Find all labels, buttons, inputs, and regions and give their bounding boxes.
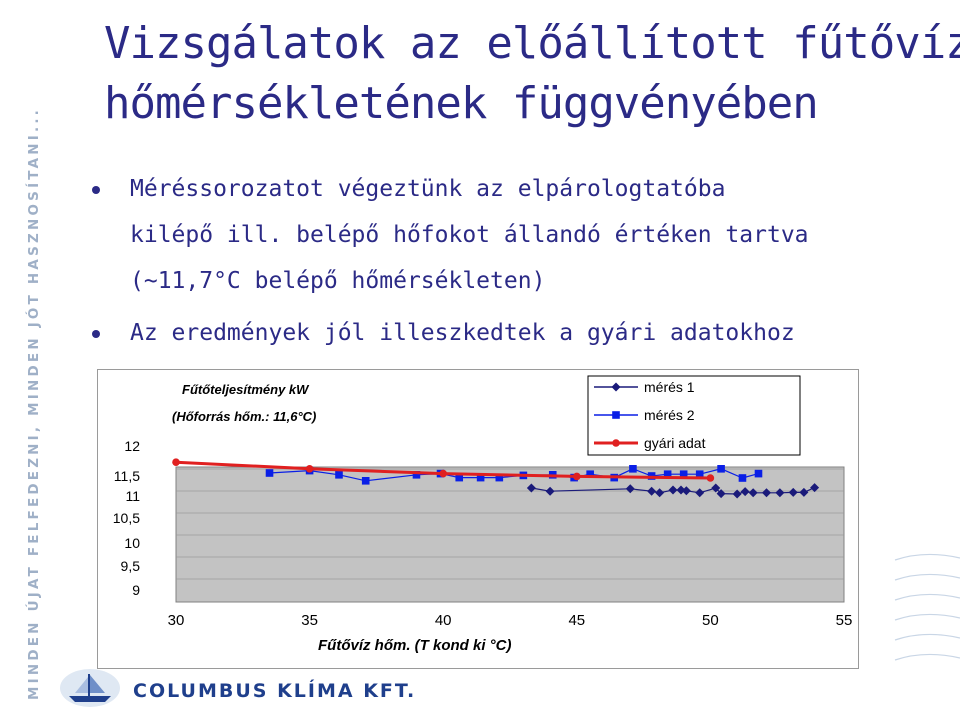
slide-title-line2: hőmérsékletének függvényében	[104, 78, 819, 129]
series-1-point-16	[775, 488, 785, 498]
x-tick-label-50: 50	[702, 612, 719, 629]
side-slogan: MINDEN ÚJAT FELFEDEZNI, MINDEN JÓT HASZN…	[26, 106, 42, 700]
bullet-1-line-3: (~11,7°C belépő hőmérsékleten)	[130, 268, 546, 294]
series-1-point-9	[695, 488, 705, 498]
x-tick-label-35: 35	[301, 612, 318, 629]
x-tick-label-55: 55	[836, 612, 853, 629]
series-2-point-19	[695, 470, 704, 478]
bullet-dot-icon	[92, 186, 100, 194]
series-3-point-1	[172, 458, 180, 466]
series-1-point-15	[762, 488, 772, 498]
y-tick-label-9: 9	[132, 582, 140, 598]
series-1-point-10	[711, 483, 721, 493]
chart-title: Fűtőteljesítmény kW	[182, 382, 310, 397]
series-2-point-1	[265, 469, 274, 477]
series-1-point-6	[668, 485, 678, 495]
x-tick-label-45: 45	[568, 612, 585, 629]
x-axis-label: Fűtővíz hőm. (T kond ki °C)	[318, 637, 511, 654]
y-tick-label-9-5: 9,5	[121, 558, 141, 574]
series-1-point-19	[810, 483, 820, 493]
series-2-point-8	[476, 473, 485, 482]
series-1-point-12	[732, 489, 742, 499]
bullet-2-line-1: Az eredmények jól illeszkedtek a gyári a…	[130, 320, 795, 346]
plot-area	[175, 466, 845, 603]
series-3-point-5	[706, 474, 715, 482]
bullet-1-line-2: kilépő ill. belépő hőfokot állandó érték…	[130, 222, 809, 248]
series-1-point-18	[799, 487, 809, 497]
x-tick-label-30: 30	[168, 612, 185, 629]
series-2-point-9	[495, 473, 504, 482]
bullet-dot-icon	[92, 330, 100, 338]
ship-logo-icon	[60, 669, 120, 707]
legend-label-1: mérés 1	[644, 379, 695, 395]
series-1-point-11	[716, 489, 726, 499]
legend-label-3: gyári adat	[644, 435, 706, 451]
legend-marker-2	[612, 411, 620, 419]
bullet-1-line-1: Méréssorozatot végeztünk az elpárologtat…	[130, 176, 726, 202]
series-3-point-3	[439, 469, 448, 478]
series-3-point-4	[573, 472, 581, 481]
chart-subtitle: (Hőforrás hőm.: 11,6°C)	[172, 409, 316, 424]
series-1-point-5	[655, 488, 665, 498]
series-1-point-17	[788, 487, 798, 497]
series-2-point-4	[361, 477, 370, 485]
y-tick-label-11-5: 11,5	[114, 468, 140, 484]
company-logo: COLUMBUS KLÍMA KFT.	[55, 666, 414, 712]
legend-marker-1	[611, 382, 621, 392]
side-band: MINDEN ÚJAT FELFEDEZNI, MINDEN JÓT HASZN…	[0, 0, 50, 716]
decorative-wave-lines	[894, 553, 960, 661]
series-2-point-21	[738, 474, 747, 482]
chart-frame: 30 35 40 45 50 55 12 11,5 11 10,5 10 9,5 9 Fűtőteljes…	[97, 369, 859, 669]
series-1-point-2	[545, 486, 555, 496]
series-2-point-15	[629, 465, 637, 473]
series-3-point-2	[305, 465, 314, 473]
y-tick-label-10: 10	[124, 535, 140, 551]
company-name: COLUMBUS KLÍMA KFT.	[133, 680, 417, 702]
series-1-point-3	[625, 484, 635, 494]
series-2-point-7	[455, 473, 464, 482]
series-1-point-13	[740, 487, 750, 497]
x-tick-label-40: 40	[435, 612, 452, 629]
series-1-point-14	[748, 488, 758, 498]
y-tick-label-11: 11	[125, 488, 140, 504]
series-1-point-4	[647, 486, 657, 496]
y-tick-label-10-5: 10,5	[113, 510, 140, 526]
series-1-point-8	[681, 486, 691, 496]
series-2-point-13	[586, 470, 594, 478]
y-tick-label-12: 12	[124, 438, 140, 454]
series-2-point-18	[679, 470, 688, 478]
slide-title-line1: Vizsgálatok az előállított fűtővíz	[104, 18, 960, 69]
chart-svg: 30 35 40 45 50 55 12 11,5 11 10,5 10 9,5 9 Fűtőteljes…	[113, 375, 853, 654]
series-1-point-1	[526, 483, 536, 493]
legend-label-2: mérés 2	[644, 407, 695, 423]
series-2-point-20	[717, 465, 725, 473]
series-2-point-22	[754, 469, 763, 478]
series-2-point-17	[663, 470, 672, 478]
series-2-point-3	[335, 471, 343, 479]
series-1-point-7	[676, 485, 686, 495]
series-2-point-5	[412, 471, 421, 479]
legend-marker-3	[612, 439, 620, 447]
